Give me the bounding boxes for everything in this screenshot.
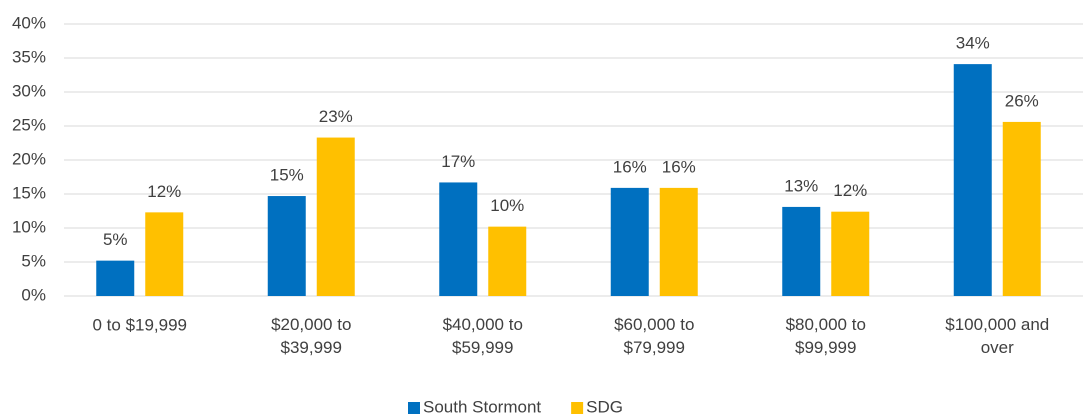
bar — [488, 226, 527, 296]
value-label: 23% — [319, 107, 353, 126]
value-label: 26% — [1005, 91, 1039, 110]
y-tick-label: 35% — [12, 47, 46, 66]
legend-swatch — [408, 402, 420, 414]
value-label: 16% — [662, 157, 696, 176]
bar — [267, 196, 306, 296]
bar — [782, 206, 821, 296]
x-tick-label: $20,000 to $39,999 — [271, 315, 351, 357]
value-label: 34% — [956, 34, 990, 53]
x-tick-label: 0 to $19,999 — [92, 315, 187, 334]
value-label: 10% — [490, 196, 524, 215]
value-label: 16% — [613, 157, 647, 176]
value-label: 12% — [833, 181, 867, 200]
value-label: 12% — [147, 182, 181, 201]
value-label: 13% — [784, 176, 818, 195]
value-label: 15% — [270, 166, 304, 185]
bar — [659, 187, 698, 296]
bar — [316, 137, 355, 296]
y-tick-label: 10% — [12, 217, 46, 236]
x-tick-label: $60,000 to $79,999 — [614, 315, 694, 357]
value-label: 5% — [103, 230, 128, 249]
bar — [145, 212, 184, 296]
y-tick-label: 15% — [12, 183, 46, 202]
y-tick-label: 5% — [21, 251, 46, 270]
y-tick-label: 0% — [21, 285, 46, 304]
x-tick-label: $40,000 to $59,999 — [443, 315, 523, 357]
x-tick-label: $100,000 and over — [945, 315, 1049, 357]
bar — [610, 187, 649, 296]
y-tick-label: 25% — [12, 115, 46, 134]
value-label: 17% — [441, 152, 475, 171]
legend-label: South Stormont — [423, 397, 541, 416]
legend-swatch — [571, 402, 584, 414]
bar — [953, 64, 992, 297]
y-tick-label: 40% — [12, 13, 46, 32]
bar — [96, 260, 135, 296]
x-tick-label: $80,000 to $99,999 — [786, 315, 866, 357]
legend-label: SDG — [586, 397, 623, 416]
y-tick-label: 30% — [12, 81, 46, 100]
bar — [831, 211, 870, 296]
bar — [439, 182, 478, 296]
bar — [1002, 121, 1041, 296]
y-tick-label: 20% — [12, 149, 46, 168]
